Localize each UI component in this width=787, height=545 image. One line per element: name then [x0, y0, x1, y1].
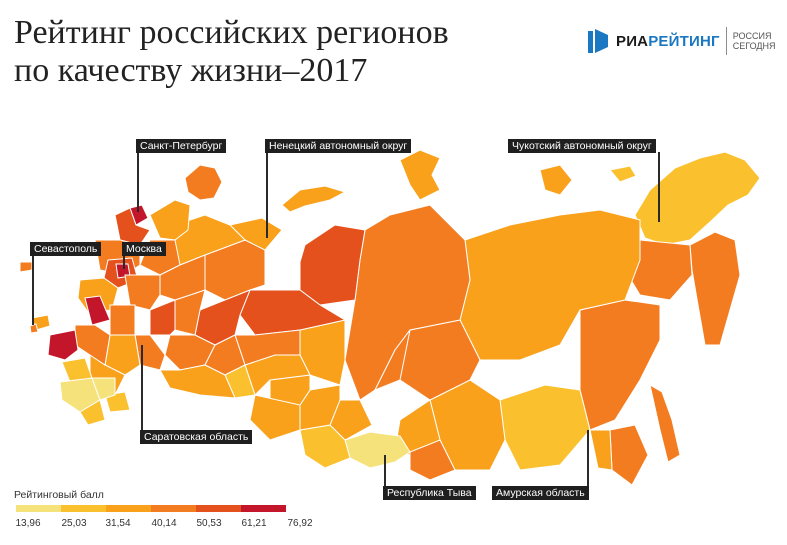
- region-tatarstan: [149, 299, 176, 336]
- logo-rating: РЕЙТИНГ: [648, 32, 720, 50]
- ria-rating-logo: РИАРЕЙТИНГ РОССИЯ СЕГОДНЯ: [588, 24, 775, 58]
- region-chukotka: [634, 151, 761, 246]
- region-voronezh: [109, 304, 136, 336]
- region-chita-south: [409, 439, 456, 481]
- legend-segment-6: [241, 505, 286, 512]
- legend-tick-4: 40,14: [151, 518, 177, 529]
- callout-line-spb: [137, 152, 139, 212]
- callout-amur: Амурская область: [492, 486, 589, 500]
- legend-tick-6: 61,21: [241, 518, 267, 529]
- callout-line-saratov: [141, 345, 143, 433]
- region-karelia: [149, 199, 191, 241]
- region-novosibirsk-islands: [539, 164, 573, 196]
- region-central-b: [124, 274, 161, 311]
- region-kalmykia: [91, 377, 116, 401]
- legend-segment-3: [106, 505, 151, 512]
- legend-segment-2: [61, 505, 106, 512]
- ria-logo-icon: [588, 29, 608, 53]
- logo-divider: [725, 27, 727, 55]
- region-kaliningrad: [19, 261, 33, 273]
- region-evenkia: [373, 329, 411, 391]
- region-kola-islands: [184, 164, 223, 201]
- region-dagestan: [79, 399, 106, 426]
- legend-title: Рейтинговый балл: [14, 489, 104, 501]
- callout-line-sevastopol: [32, 255, 34, 325]
- legend-color-scale: [16, 505, 286, 512]
- callout-sevastopol: Севастополь: [30, 242, 102, 256]
- region-altai-krai: [249, 394, 301, 441]
- region-krasnodar: [47, 329, 79, 361]
- legend-tick-7: 76,92: [287, 518, 313, 529]
- region-sevastopol: [29, 323, 39, 334]
- callout-line-nenets: [266, 152, 268, 238]
- region-orenburg: [159, 364, 236, 399]
- region-astrakhan: [104, 391, 131, 413]
- legend-tick-5: 50,53: [196, 518, 222, 529]
- callout-line-chukotka: [658, 152, 660, 222]
- region-sakhalin: [649, 383, 681, 463]
- callout-line-tyva: [384, 455, 386, 488]
- logo-wordmark: РИАРЕЙТИНГ: [616, 33, 720, 50]
- map-title: Рейтинг российских регионов по качеству …: [14, 14, 534, 90]
- callout-moscow: Москва: [122, 242, 166, 256]
- region-yamal: [299, 224, 366, 306]
- legend-segment-4: [151, 505, 196, 512]
- callout-line-moscow: [123, 255, 125, 269]
- title-line-1: Рейтинг российских регионов: [14, 14, 449, 51]
- region-khmao: [239, 289, 347, 336]
- region-novaya-zemlya: [281, 185, 347, 213]
- callout-chukotka: Чукотский автономный округ: [508, 139, 656, 153]
- logo-ria: РИА: [616, 32, 649, 50]
- legend-segment-5: [196, 505, 241, 512]
- legend-tick-2: 25,03: [61, 518, 87, 529]
- region-kamchatka: [689, 231, 741, 346]
- region-khabarovsk: [579, 299, 661, 431]
- region-wrangel: [609, 165, 637, 183]
- logo-sub-1: РОССИЯ: [732, 31, 772, 41]
- callout-spb: Санкт-Петербург: [136, 139, 227, 153]
- region-tyva: [344, 431, 411, 469]
- callout-nenets: Ненецкий автономный округ: [265, 139, 412, 153]
- logo-subtitle: РОССИЯ СЕГОДНЯ: [733, 31, 776, 51]
- region-amur: [499, 384, 591, 471]
- callout-tyva: Республика Тыва: [383, 486, 476, 500]
- callout-saratov: Саратовская область: [140, 430, 253, 444]
- region-primorye: [609, 424, 649, 486]
- region-jewish: [589, 429, 613, 471]
- region-severnaya-zemlya: [399, 149, 441, 201]
- legend-tick-3: 31,54: [105, 518, 131, 529]
- legend-segment-1: [16, 505, 61, 512]
- legend-tick-1: 13,96: [15, 518, 41, 529]
- logo-sub-2: СЕГОДНЯ: [732, 41, 776, 51]
- callout-line-amur: [587, 430, 589, 488]
- title-line-2: по качеству жизни–2017: [14, 52, 368, 89]
